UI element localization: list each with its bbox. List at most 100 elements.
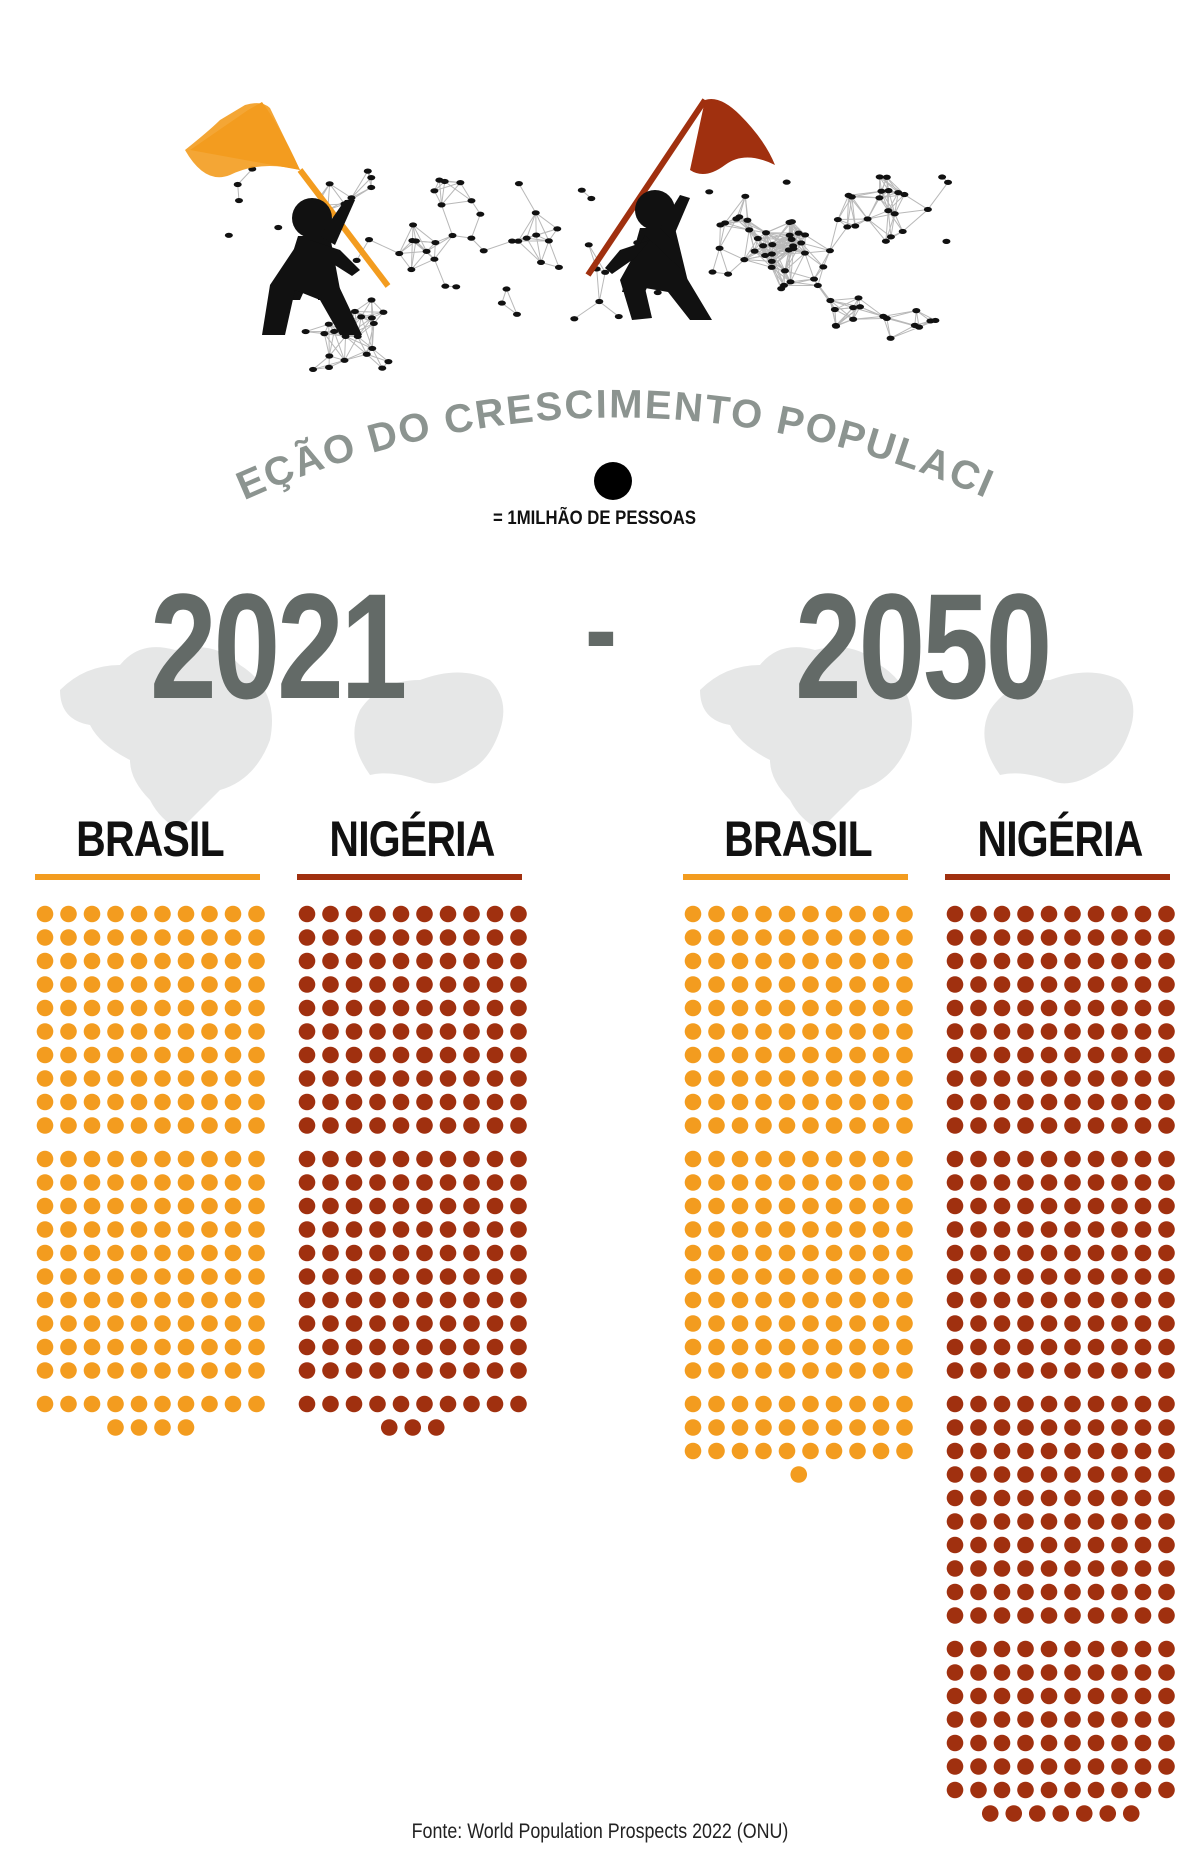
brazil-map-icon bbox=[60, 647, 912, 830]
population-dot bbox=[896, 1268, 913, 1285]
population-dot bbox=[83, 1338, 101, 1356]
population-dot bbox=[463, 1362, 480, 1379]
population-dot bbox=[684, 1395, 702, 1413]
population-dot bbox=[248, 1023, 265, 1040]
population-dot bbox=[1158, 1583, 1175, 1601]
population-dot bbox=[107, 999, 124, 1017]
population-dot bbox=[1064, 1070, 1081, 1087]
population-dot bbox=[708, 1197, 725, 1215]
population-dot bbox=[946, 1023, 964, 1040]
population-dot bbox=[896, 1117, 913, 1134]
population-dot bbox=[708, 1221, 725, 1238]
population-dot bbox=[1158, 1150, 1175, 1168]
population-dot bbox=[486, 952, 504, 970]
population-dot bbox=[416, 999, 433, 1017]
population-dot bbox=[778, 1093, 796, 1111]
population-dot bbox=[1158, 952, 1175, 970]
population-dot bbox=[946, 905, 964, 923]
population-dot bbox=[130, 1244, 148, 1262]
population-dot bbox=[1134, 952, 1152, 970]
population-dot bbox=[872, 1221, 890, 1238]
population-dot bbox=[345, 952, 363, 970]
population-dot bbox=[107, 929, 124, 946]
population-dot bbox=[392, 1197, 410, 1215]
population-dot bbox=[1040, 929, 1058, 946]
population-dot bbox=[1017, 1268, 1034, 1285]
population-dot bbox=[322, 929, 339, 946]
population-dot bbox=[778, 1395, 796, 1413]
population-dot bbox=[36, 1093, 54, 1111]
population-dot bbox=[802, 1244, 819, 1262]
population-dot bbox=[825, 1291, 843, 1309]
population-dot bbox=[970, 1687, 987, 1705]
population-dot bbox=[1134, 1070, 1152, 1087]
population-dot bbox=[369, 1338, 386, 1356]
population-dot bbox=[825, 1174, 843, 1191]
population-dot bbox=[872, 905, 890, 923]
population-dot bbox=[201, 1244, 218, 1262]
population-dot bbox=[1134, 1338, 1152, 1356]
population-dot bbox=[36, 1070, 54, 1087]
population-dot bbox=[201, 1174, 218, 1191]
population-dot bbox=[369, 1244, 386, 1262]
population-dot bbox=[872, 1395, 890, 1413]
population-dot bbox=[1134, 999, 1152, 1017]
population-dot bbox=[130, 1268, 148, 1285]
population-dot bbox=[224, 1291, 242, 1309]
population-dot bbox=[107, 1117, 124, 1134]
population-dot bbox=[392, 1174, 410, 1191]
population-dot bbox=[345, 1221, 363, 1238]
population-dot bbox=[1087, 1687, 1105, 1705]
population-dot bbox=[510, 1338, 527, 1356]
population-dot bbox=[1040, 1117, 1058, 1134]
population-dot bbox=[298, 1174, 316, 1191]
population-dot bbox=[684, 929, 702, 946]
population-dot bbox=[298, 1268, 316, 1285]
population-dot bbox=[778, 1070, 796, 1087]
population-dot bbox=[224, 1070, 242, 1087]
population-dot bbox=[849, 1150, 866, 1168]
population-dot bbox=[849, 1338, 866, 1356]
population-dot bbox=[970, 1046, 987, 1064]
population-dot bbox=[1087, 1513, 1105, 1530]
population-dot bbox=[946, 1489, 964, 1507]
population-dot bbox=[416, 952, 433, 970]
population-dot bbox=[345, 1338, 363, 1356]
population-dot bbox=[872, 1070, 890, 1087]
population-dot bbox=[778, 1197, 796, 1215]
population-dot bbox=[1111, 1607, 1128, 1624]
population-dot bbox=[731, 1117, 749, 1134]
population-dot bbox=[896, 952, 913, 970]
legend-dot bbox=[594, 462, 632, 500]
population-dot bbox=[802, 905, 819, 923]
label-nigeria-2050: NIGÉRIA bbox=[977, 811, 1143, 867]
population-dot bbox=[1111, 1315, 1128, 1332]
population-dot bbox=[1064, 999, 1081, 1017]
population-dot bbox=[345, 929, 363, 946]
population-dot bbox=[36, 1150, 54, 1168]
population-dot bbox=[1017, 1093, 1034, 1111]
population-dot bbox=[708, 952, 725, 970]
population-dot bbox=[896, 1046, 913, 1064]
population-dot bbox=[201, 1070, 218, 1087]
population-dot bbox=[1158, 999, 1175, 1017]
population-dot bbox=[510, 1093, 527, 1111]
population-dot bbox=[486, 999, 504, 1017]
population-dot bbox=[1087, 1315, 1105, 1332]
population-dot bbox=[849, 1315, 866, 1332]
population-dot bbox=[849, 1046, 866, 1064]
population-dot bbox=[825, 1221, 843, 1238]
population-dot bbox=[993, 1023, 1011, 1040]
population-dot bbox=[345, 999, 363, 1017]
population-dot bbox=[755, 1197, 772, 1215]
population-dot bbox=[392, 1117, 410, 1134]
population-dot bbox=[439, 1244, 457, 1262]
population-dot bbox=[849, 1362, 866, 1379]
population-dot bbox=[486, 1023, 504, 1040]
population-dot bbox=[755, 929, 772, 946]
population-dot bbox=[322, 1150, 339, 1168]
population-dot bbox=[970, 1734, 987, 1752]
population-dot bbox=[1017, 1419, 1034, 1436]
population-dot bbox=[1064, 1291, 1081, 1309]
population-dot bbox=[684, 1338, 702, 1356]
